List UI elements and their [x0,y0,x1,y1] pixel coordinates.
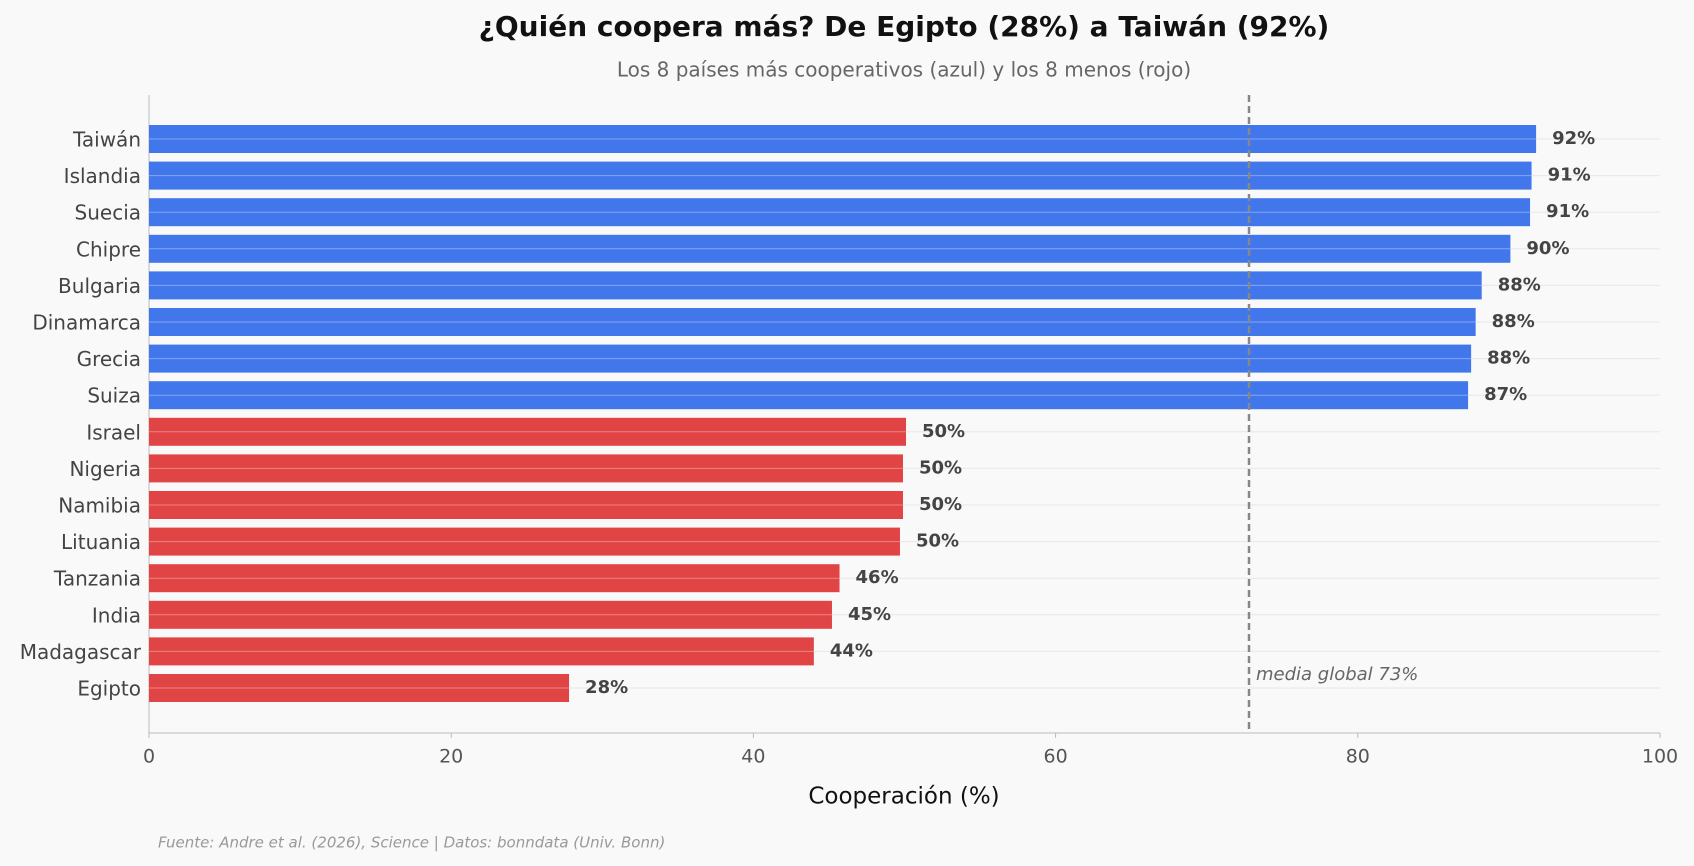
bar [149,417,907,446]
y-tick-label: Tanzania [53,567,141,591]
y-tick-label: Madagascar [20,640,142,664]
source-note: Fuente: Andre et al. (2026), Science | D… [158,834,665,852]
y-tick-label: Dinamarca [32,311,141,335]
bar [149,637,814,666]
y-tick-label: Suecia [75,201,141,225]
bar [149,308,1476,336]
bar [149,600,832,629]
x-tick-label: 40 [741,746,765,768]
chart-subtitle: Los 8 países más cooperativos (azul) y l… [617,58,1191,82]
value-label: 50% [919,457,962,478]
value-label: 92% [1552,128,1595,149]
bar [149,674,570,702]
value-label: 44% [830,640,873,661]
value-label: 91% [1548,165,1591,186]
y-tick-label: Suiza [87,384,141,408]
value-label: 87% [1484,384,1527,405]
x-tick-label: 0 [143,746,155,768]
y-tick-label: India [92,603,141,627]
x-tick-label: 80 [1346,746,1370,768]
y-tick-label: Lituania [61,530,141,554]
bar [149,234,1511,263]
x-tick-label: 20 [439,746,463,768]
bar [149,271,1482,300]
reference-label: media global 73% [1256,664,1418,685]
bar [149,198,1531,227]
bar [149,125,1537,153]
value-label: 46% [856,567,899,588]
value-label: 45% [848,604,891,625]
bar [149,491,903,519]
value-label: 88% [1492,311,1535,332]
value-label: 91% [1546,201,1589,222]
x-tick-label: 60 [1044,746,1068,768]
chart-title: ¿Quién coopera más? De Egipto (28%) a Ta… [479,10,1330,43]
x-axis-label: Cooperación (%) [808,784,999,810]
y-tick-label: Chipre [76,237,141,261]
bar [149,161,1532,190]
bar [149,454,903,483]
y-tick-label: Taiwán [72,128,141,152]
y-tick-label: Bulgaria [58,274,141,298]
value-label: 88% [1487,348,1530,369]
y-tick-label: Israel [86,420,141,444]
value-label: 50% [922,421,965,442]
y-tick-label: Egipto [77,677,141,701]
y-tick-label: Islandia [64,164,141,188]
value-label: 28% [585,677,628,698]
bar [149,564,840,593]
bar [149,344,1472,373]
y-tick-label: Namibia [58,494,141,518]
y-tick-label: Grecia [77,347,141,371]
value-label: 88% [1498,274,1541,295]
value-label: 50% [916,531,959,552]
bar [149,527,900,556]
y-tick-label: Nigeria [69,457,141,481]
value-label: 90% [1526,238,1569,259]
value-label: 50% [919,494,962,515]
x-tick-label: 100 [1642,746,1678,768]
